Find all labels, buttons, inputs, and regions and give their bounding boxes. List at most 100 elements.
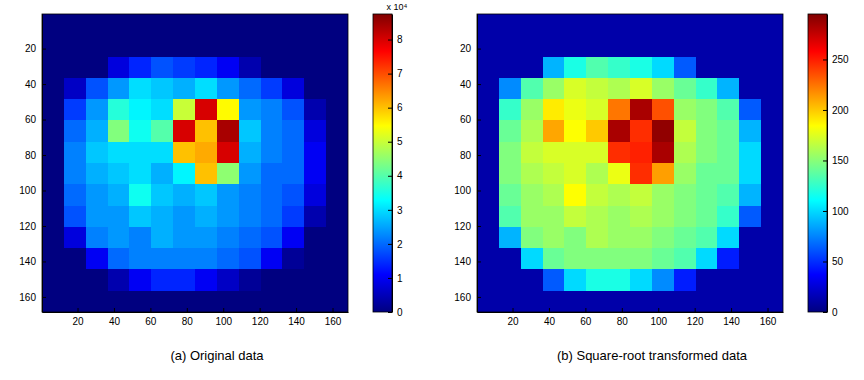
tick: 60	[580, 308, 592, 327]
heatmap-cell	[696, 120, 718, 142]
heatmap-cell	[717, 120, 739, 142]
heatmap-cell	[717, 206, 739, 228]
heatmap-cell	[261, 57, 283, 79]
tick-label: 8	[397, 34, 403, 45]
heatmap-cell	[217, 248, 239, 270]
heatmap-cell	[173, 99, 195, 121]
heatmap-cell	[586, 227, 608, 249]
heatmap-cell	[717, 184, 739, 206]
heatmap-cell	[674, 78, 696, 100]
heatmap-cell	[477, 248, 499, 270]
tick: 0	[388, 307, 403, 318]
heatmap-cell	[499, 142, 521, 164]
heatmap-cell	[151, 269, 173, 291]
panel: 2040608010012014016020406080100120140160…	[19, 2, 407, 363]
colorbar-axis: 012345678	[388, 15, 403, 318]
heatmap-cell	[239, 57, 261, 79]
tick-mark	[388, 210, 392, 211]
heatmap-cell	[86, 78, 108, 100]
heatmap-cell	[630, 78, 652, 100]
heatmap-cell	[586, 142, 608, 164]
tick-mark	[114, 308, 115, 312]
tick-mark	[823, 110, 827, 111]
heatmap-cell	[282, 78, 304, 100]
heatmap-cell	[499, 35, 521, 57]
tick: 2	[388, 239, 403, 250]
tick-mark	[477, 297, 481, 298]
tick-label: 100	[454, 185, 471, 196]
heatmap-cell	[195, 163, 217, 185]
heatmap-cell	[564, 57, 586, 79]
tick: 80	[617, 308, 629, 327]
tick-mark	[477, 84, 481, 85]
heatmap-cell	[151, 78, 173, 100]
heatmap-cell	[652, 142, 674, 164]
tick-mark	[42, 49, 46, 50]
tick-label: 5	[397, 136, 403, 147]
heatmap-cell	[608, 120, 630, 142]
heatmap-cell	[217, 14, 239, 36]
heatmap-cell	[674, 35, 696, 57]
heatmap-cell	[282, 248, 304, 270]
chart-root: 2040608010012014016020406080100120140160…	[0, 0, 864, 380]
heatmap-cell	[652, 14, 674, 36]
tick-label: 4	[397, 170, 403, 181]
heatmap-cell	[195, 291, 217, 312]
heatmap-cell	[261, 99, 283, 121]
heatmap-cell	[129, 269, 151, 291]
heatmap-cell	[304, 184, 326, 206]
heatmap-cell	[739, 227, 761, 249]
heatmap-cell	[674, 120, 696, 142]
heatmap-cell	[239, 78, 261, 100]
tick-label: 100	[19, 185, 36, 196]
tick-label: 140	[454, 256, 471, 267]
heatmap-cell	[696, 163, 718, 185]
tick-mark	[477, 120, 481, 121]
heatmap-cell	[761, 291, 783, 312]
heatmap-cell	[521, 248, 543, 270]
heatmap-cell	[739, 206, 761, 228]
heatmap-cell	[564, 248, 586, 270]
heatmap-cell	[151, 206, 173, 228]
tick-mark	[823, 59, 827, 60]
tick: 1	[388, 273, 403, 284]
heatmap-cell	[586, 206, 608, 228]
heatmap-cell	[108, 142, 130, 164]
tick-label: 7	[397, 68, 403, 79]
tick-mark	[260, 308, 261, 312]
heatmap-cell	[477, 35, 499, 57]
heatmap-cell	[326, 227, 348, 249]
heatmap-cell	[217, 35, 239, 57]
heatmap-cell	[173, 291, 195, 312]
heatmap-cell	[326, 269, 348, 291]
tick: 20	[507, 308, 519, 327]
heatmap-cell	[173, 163, 195, 185]
heatmap-cell	[477, 120, 499, 142]
heatmap-cell	[630, 163, 652, 185]
plot-frame	[42, 14, 348, 312]
heatmap-cell	[217, 120, 239, 142]
heatmap-cell	[108, 163, 130, 185]
heatmap-cell	[195, 269, 217, 291]
heatmap-cell	[261, 142, 283, 164]
heatmap-cell	[652, 291, 674, 312]
heatmap-cell	[282, 35, 304, 57]
tick: 80	[182, 308, 194, 327]
heatmap-cell	[282, 163, 304, 185]
tick-label: 40	[460, 79, 472, 90]
heatmap-cell	[195, 14, 217, 36]
tick: 40	[25, 79, 46, 90]
heatmap-cell	[108, 291, 130, 312]
heatmap-cell	[564, 269, 586, 291]
heatmap-cell	[64, 78, 86, 100]
heatmap-cell	[304, 78, 326, 100]
heatmap-cell	[477, 206, 499, 228]
heatmap-cell	[630, 120, 652, 142]
heatmap-cell	[608, 142, 630, 164]
heatmap-cell	[477, 57, 499, 79]
heatmap-cell	[151, 163, 173, 185]
heatmap-cell	[108, 14, 130, 36]
heatmap-cell	[326, 142, 348, 164]
heatmap-cell	[608, 14, 630, 36]
heatmap-cell	[217, 57, 239, 79]
